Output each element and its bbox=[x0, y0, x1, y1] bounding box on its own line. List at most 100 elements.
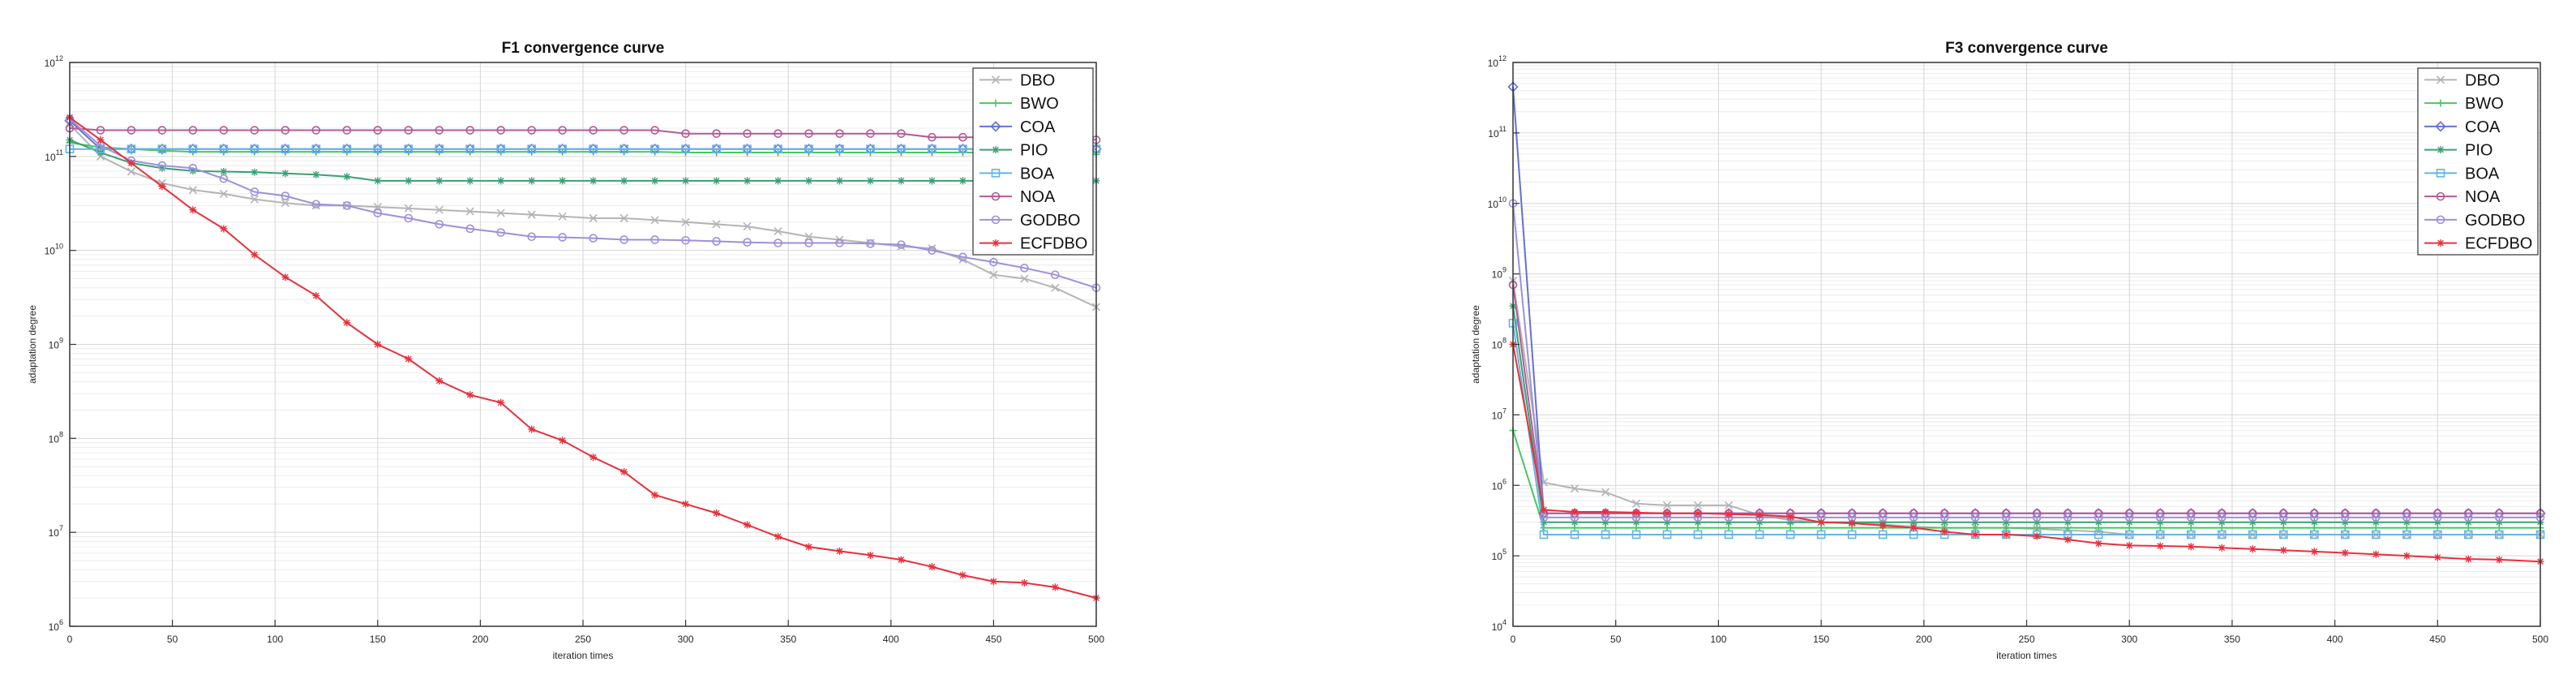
data-point bbox=[2001, 513, 2011, 522]
data-point bbox=[404, 126, 414, 135]
data-point bbox=[495, 144, 507, 155]
data-point bbox=[712, 144, 721, 153]
data-point bbox=[897, 129, 906, 138]
legend-label: COA bbox=[1020, 118, 1056, 136]
data-point bbox=[281, 199, 289, 208]
data-point bbox=[1540, 505, 1548, 514]
legend-item-dbo: DBO bbox=[2424, 71, 2500, 89]
legend-label: GODBO bbox=[1020, 212, 1080, 230]
data-point bbox=[1755, 530, 1764, 539]
data-point bbox=[1879, 522, 1887, 530]
data-point bbox=[835, 239, 844, 247]
legend-label: BOA bbox=[1020, 165, 1055, 183]
legend-swatch-marker bbox=[992, 239, 1000, 247]
data-point bbox=[280, 144, 291, 155]
data-point bbox=[1662, 501, 1672, 509]
data-point bbox=[2433, 530, 2442, 539]
data-point bbox=[126, 126, 136, 135]
data-point bbox=[2063, 513, 2072, 522]
x-tick-label: 200 bbox=[1916, 634, 1932, 645]
data-point bbox=[743, 238, 752, 247]
data-point bbox=[188, 186, 197, 195]
data-point bbox=[926, 144, 938, 155]
data-point bbox=[435, 126, 444, 135]
x-tick-label: 200 bbox=[472, 634, 488, 645]
x-tick-label: 300 bbox=[2121, 634, 2137, 645]
data-point bbox=[1570, 484, 1579, 493]
data-point bbox=[311, 126, 321, 135]
data-point bbox=[1693, 501, 1703, 509]
data-point bbox=[1909, 524, 1918, 532]
data-point bbox=[1631, 530, 1641, 539]
x-tick-label: 500 bbox=[2532, 634, 2548, 645]
legend-item-godbo: GODBO bbox=[2424, 212, 2525, 230]
data-point bbox=[496, 228, 506, 237]
series-line-godbo bbox=[1512, 203, 2540, 518]
data-point bbox=[187, 144, 199, 155]
data-point bbox=[958, 132, 967, 142]
data-point bbox=[989, 257, 998, 267]
data-point bbox=[897, 177, 905, 185]
data-point bbox=[744, 177, 752, 185]
data-point bbox=[2495, 518, 2503, 527]
data-point bbox=[527, 232, 537, 242]
data-point bbox=[465, 126, 475, 135]
data-point bbox=[589, 213, 598, 223]
series-line-godbo bbox=[69, 118, 1097, 289]
data-point bbox=[712, 129, 721, 138]
data-point bbox=[743, 129, 752, 138]
data-point bbox=[712, 237, 721, 246]
data-point bbox=[1539, 530, 1549, 539]
data-point bbox=[219, 144, 229, 153]
legend-label: BWO bbox=[1020, 95, 1059, 113]
data-point bbox=[281, 191, 290, 200]
data-point bbox=[2402, 513, 2411, 522]
data-point bbox=[434, 144, 445, 155]
data-point bbox=[250, 195, 259, 204]
series-line-bwo bbox=[1512, 430, 2540, 529]
data-point bbox=[895, 144, 907, 155]
data-point bbox=[2495, 530, 2504, 539]
data-point bbox=[774, 177, 782, 185]
data-point bbox=[2402, 552, 2411, 560]
data-point bbox=[2124, 513, 2134, 522]
data-point bbox=[2464, 518, 2472, 527]
data-point bbox=[219, 189, 228, 198]
data-point bbox=[311, 144, 322, 155]
x-tick-label: 450 bbox=[985, 634, 1001, 645]
data-point bbox=[1816, 530, 1826, 539]
data-point bbox=[1601, 508, 1609, 516]
data-point bbox=[928, 132, 937, 142]
data-point bbox=[2218, 518, 2226, 527]
legend-swatch-marker bbox=[2436, 215, 2445, 225]
data-point bbox=[1571, 508, 1579, 516]
data-point bbox=[805, 177, 813, 185]
data-point bbox=[2186, 513, 2196, 522]
data-point bbox=[2495, 556, 2503, 564]
data-point bbox=[741, 144, 753, 155]
data-point bbox=[2125, 541, 2133, 549]
data-point bbox=[2248, 545, 2257, 553]
data-point bbox=[281, 126, 290, 135]
data-point bbox=[126, 167, 136, 176]
data-point bbox=[681, 129, 690, 138]
data-point bbox=[157, 126, 167, 135]
data-point bbox=[2094, 518, 2102, 527]
data-point bbox=[343, 173, 351, 181]
x-tick-label: 0 bbox=[1511, 634, 1516, 645]
data-point bbox=[650, 144, 659, 153]
legend-item-pio: PIO bbox=[2424, 142, 2492, 160]
data-point bbox=[681, 144, 690, 153]
legend-item-bwo: BWO bbox=[979, 95, 1059, 113]
legend-label: PIO bbox=[2465, 142, 2492, 160]
data-point bbox=[311, 200, 321, 209]
x-tick-label: 0 bbox=[67, 634, 73, 645]
series-line-ecfdbo bbox=[1512, 344, 2541, 563]
data-point bbox=[2002, 531, 2010, 539]
data-point bbox=[559, 177, 567, 185]
data-point bbox=[127, 159, 135, 167]
series-line-noa bbox=[69, 127, 1097, 141]
data-point bbox=[589, 234, 598, 243]
data-point bbox=[866, 144, 875, 153]
data-point bbox=[157, 161, 167, 170]
